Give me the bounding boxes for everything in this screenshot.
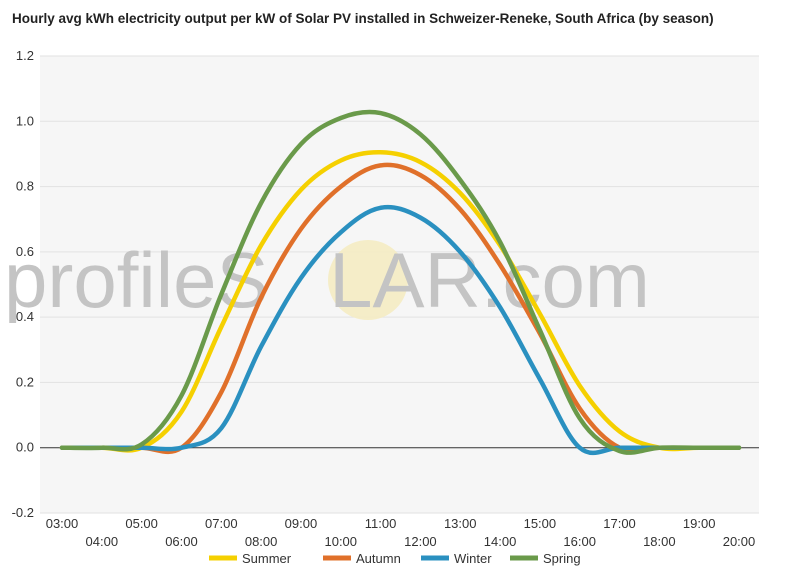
y-tick-label: 0.8 [16, 179, 34, 194]
x-tick-label: 19:00 [683, 516, 716, 531]
legend: Summer Autumn Winter Spring [209, 551, 581, 566]
x-axis-ticks: 03:00 04:00 05:00 06:00 07:00 08:00 09:00 10:00… [46, 516, 756, 549]
watermark-text: profileSOLAR.com [4, 236, 650, 324]
x-tick-label: 18:00 [643, 534, 676, 549]
y-tick-label: 0.6 [16, 244, 34, 259]
y-axis-ticks: -0.2 0.0 0.2 0.4 0.6 0.8 1.0 1.2 [12, 48, 34, 520]
y-tick-label: 1.0 [16, 113, 34, 128]
x-tick-label: 15:00 [524, 516, 557, 531]
y-tick-label: 0.2 [16, 374, 34, 389]
y-tick-label: 0.4 [16, 309, 34, 324]
chart-title: Hourly avg kWh electricity output per kW… [12, 11, 714, 26]
y-tick-label: -0.2 [12, 505, 34, 520]
legend-label: Summer [242, 551, 292, 566]
watermark: profileSOLAR.com [4, 236, 650, 324]
x-tick-label: 07:00 [205, 516, 238, 531]
x-tick-label: 06:00 [165, 534, 198, 549]
series-line-spring [59, 109, 742, 455]
y-tick-label: 1.2 [16, 48, 34, 63]
legend-label: Winter [454, 551, 492, 566]
x-tick-label: 12:00 [404, 534, 437, 549]
x-tick-label: 13:00 [444, 516, 477, 531]
x-tick-label: 10:00 [324, 534, 357, 549]
x-tick-label: 09:00 [285, 516, 318, 531]
x-tick-label: 14:00 [484, 534, 517, 549]
x-tick-label: 03:00 [46, 516, 79, 531]
x-tick-label: 04:00 [86, 534, 119, 549]
x-tick-label: 20:00 [723, 534, 756, 549]
x-tick-label: 17:00 [603, 516, 636, 531]
watermark-sun-icon [328, 240, 408, 320]
legend-label: Spring [543, 551, 581, 566]
series-line-summer [59, 150, 742, 453]
x-tick-label: 05:00 [125, 516, 158, 531]
series-lines [59, 109, 742, 456]
x-tick-label: 08:00 [245, 534, 278, 549]
y-tick-label: 0.0 [16, 440, 34, 455]
series-line-winter [59, 204, 742, 456]
x-tick-label: 11:00 [365, 516, 397, 531]
x-tick-label: 16:00 [563, 534, 596, 549]
legend-label: Autumn [356, 551, 401, 566]
